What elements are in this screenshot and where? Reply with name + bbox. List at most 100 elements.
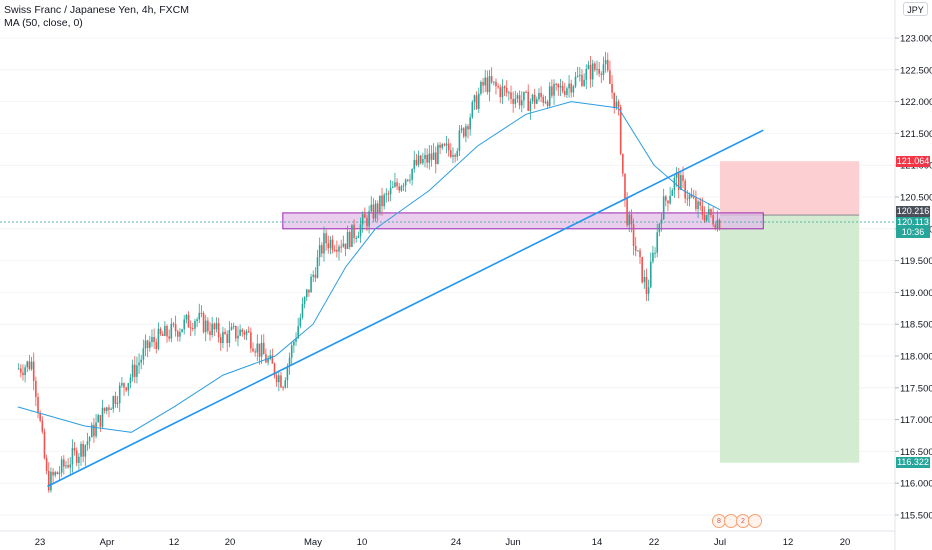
candle-body (357, 236, 360, 238)
candle-body (224, 331, 226, 335)
time-tick-label: 20 (840, 537, 851, 548)
time-axis[interactable]: 23 Apr 12 20 May 10 24 Jun 14 22 Jul 12 20 (35, 537, 851, 548)
candle-body (434, 152, 437, 164)
candle-body (164, 325, 166, 336)
candle-body (471, 102, 474, 118)
candle-body (697, 201, 699, 210)
candlestick-series (17, 51, 721, 493)
candle-body (140, 359, 143, 363)
candle-body (303, 297, 306, 304)
price-tick-label: 119.500 (900, 256, 932, 267)
trendline-layer[interactable] (47, 129, 764, 488)
candle-body (447, 143, 450, 151)
candle-body (108, 407, 110, 410)
candle-body (366, 217, 368, 227)
candle-body (675, 172, 678, 178)
candle-body (660, 219, 663, 224)
candle-body (411, 168, 413, 180)
candle-body (518, 95, 521, 106)
candle-body (716, 219, 719, 229)
candle-body (161, 333, 164, 336)
ascending-trendline[interactable] (47, 129, 764, 488)
candle-body (443, 144, 446, 146)
candle-body (705, 214, 708, 221)
candle-body (619, 106, 622, 154)
candle-body (643, 277, 646, 283)
time-tick-label: Jun (505, 537, 520, 548)
economic-events-strip[interactable]: 8 2 (712, 514, 762, 530)
candle-body (467, 126, 469, 130)
candle-body (196, 319, 198, 322)
candle-body (402, 185, 405, 187)
candle-body (166, 325, 168, 337)
candle-body (718, 219, 721, 230)
price-axis[interactable]: 123.000122.500122.000121.500121.000120.5… (895, 34, 932, 522)
candle-body (684, 180, 686, 199)
candle-body (116, 403, 119, 405)
candle-body (656, 232, 659, 253)
symbol-legend[interactable]: Swiss Franc / Japanese Yen, 4h, FXCM (4, 4, 190, 16)
take-profit-zone[interactable] (720, 215, 860, 463)
candle-body (637, 250, 639, 252)
candle-body (149, 342, 151, 348)
candle-body (63, 459, 65, 467)
time-tick-label: 14 (592, 537, 603, 548)
candle-body (198, 312, 201, 320)
candle-body (591, 63, 594, 80)
candle-body (441, 144, 444, 148)
candle-body (286, 366, 289, 381)
candle-body (133, 364, 136, 377)
candle-body (690, 194, 693, 198)
candle-body (168, 336, 170, 339)
candle-body (312, 274, 315, 277)
candle-body (305, 289, 308, 298)
candle-body (628, 214, 631, 226)
candle-body (321, 245, 323, 254)
event-badge[interactable] (748, 514, 762, 528)
candle-body (293, 341, 295, 346)
candle-body (256, 343, 259, 353)
candle-body (331, 239, 334, 250)
candle-body (445, 143, 448, 146)
candle-body (314, 274, 317, 278)
candle-body (243, 332, 246, 335)
candle-body (106, 407, 108, 411)
candle-body (258, 343, 261, 357)
candle-body (262, 342, 265, 355)
time-tick-label: 24 (451, 537, 462, 548)
drawing-layer[interactable] (282, 161, 860, 463)
stop-loss-zone[interactable] (720, 161, 860, 216)
currency-button[interactable]: JPY (903, 2, 928, 16)
candle-body (647, 287, 650, 294)
candle-body (701, 205, 704, 215)
candle-body (437, 144, 439, 164)
price-tick-label: 118.000 (900, 352, 932, 363)
candle-body (527, 91, 530, 111)
candle-body (553, 83, 555, 96)
candle-body (32, 361, 35, 381)
time-tick-label: 23 (35, 537, 46, 548)
candle-body (673, 177, 676, 191)
candle-body (271, 355, 274, 364)
support-resistance-zone[interactable] (282, 212, 764, 230)
candle-body (671, 190, 674, 196)
candle-body (432, 152, 435, 160)
candle-body (60, 459, 63, 473)
candle-body (47, 470, 50, 491)
candle-body (368, 211, 370, 227)
candle-body (241, 329, 244, 333)
candle-body (413, 159, 416, 169)
candle-body (634, 245, 637, 251)
indicator-legend[interactable]: MA (50, close, 0) (4, 17, 83, 29)
candle-body (179, 332, 181, 337)
candle-body (213, 323, 216, 330)
candle-body (336, 249, 338, 252)
candle-body (200, 312, 203, 314)
candle-body (340, 246, 342, 248)
candle-body (600, 73, 603, 75)
candle-body (563, 91, 566, 95)
time-tick-label: May (304, 537, 322, 548)
candle-body (172, 323, 175, 325)
candle-body (338, 246, 340, 252)
